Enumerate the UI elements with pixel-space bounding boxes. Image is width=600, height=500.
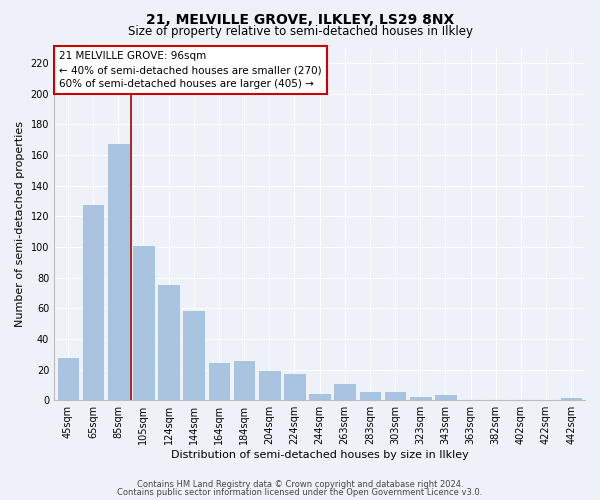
Bar: [56, 358, 79, 400]
Bar: [82, 204, 104, 400]
Bar: [182, 310, 205, 400]
Bar: [560, 397, 583, 400]
Text: 21 MELVILLE GROVE: 96sqm
← 40% of semi-detached houses are smaller (270)
60% of : 21 MELVILLE GROVE: 96sqm ← 40% of semi-d…: [59, 51, 322, 89]
Bar: [359, 391, 381, 400]
Bar: [208, 362, 230, 400]
Text: 21, MELVILLE GROVE, ILKLEY, LS29 8NX: 21, MELVILLE GROVE, ILKLEY, LS29 8NX: [146, 12, 454, 26]
Y-axis label: Number of semi-detached properties: Number of semi-detached properties: [15, 121, 25, 327]
Bar: [107, 142, 130, 400]
Bar: [308, 392, 331, 400]
Bar: [383, 391, 406, 400]
Bar: [484, 398, 507, 400]
Bar: [233, 360, 256, 400]
Bar: [283, 372, 305, 400]
Bar: [334, 384, 356, 400]
Text: Contains HM Land Registry data © Crown copyright and database right 2024.: Contains HM Land Registry data © Crown c…: [137, 480, 463, 489]
Bar: [434, 394, 457, 400]
Text: Contains public sector information licensed under the Open Government Licence v3: Contains public sector information licen…: [118, 488, 482, 497]
Text: Size of property relative to semi-detached houses in Ilkley: Size of property relative to semi-detach…: [128, 25, 473, 38]
X-axis label: Distribution of semi-detached houses by size in Ilkley: Distribution of semi-detached houses by …: [170, 450, 469, 460]
Bar: [157, 284, 180, 400]
Bar: [132, 246, 155, 400]
Bar: [409, 396, 431, 400]
Bar: [258, 370, 281, 400]
